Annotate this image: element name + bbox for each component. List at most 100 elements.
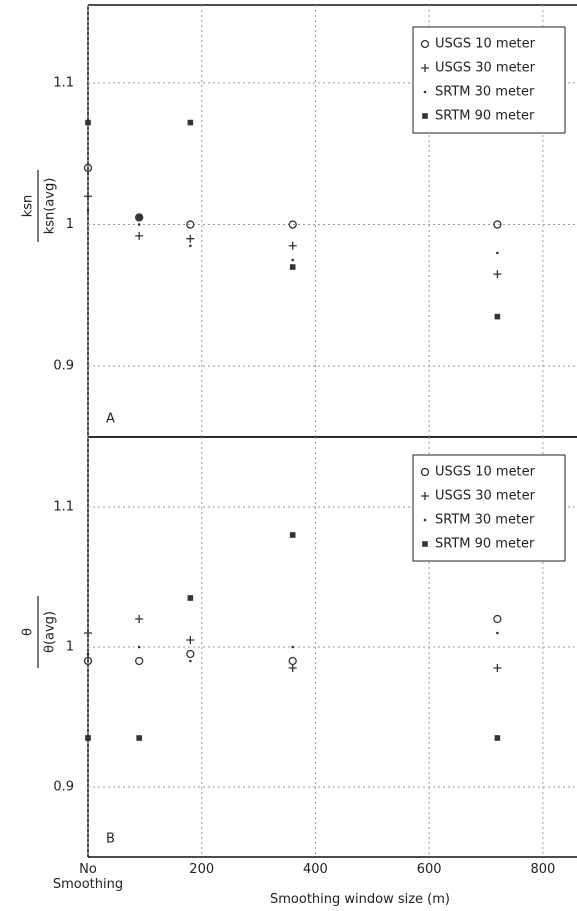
marker-shape: [138, 646, 141, 649]
panel-label: B: [106, 832, 115, 847]
marker-shape: [289, 658, 296, 665]
marker: [289, 242, 297, 250]
marker: [84, 629, 92, 637]
x-tick-label: 800: [503, 862, 577, 877]
x-tick-label: No Smoothing: [48, 862, 128, 892]
marker-shape: [422, 113, 428, 119]
marker: [496, 632, 499, 635]
x-axis-title: Smoothing window size (m): [230, 892, 490, 907]
marker: [136, 215, 142, 221]
marker: [290, 264, 296, 270]
marker-shape: [87, 209, 90, 212]
marker: [189, 660, 192, 663]
y-label-denominator: ksn(avg): [43, 178, 58, 235]
marker: [136, 658, 143, 665]
legend-label: SRTM 30 meter: [435, 513, 535, 528]
marker-shape: [87, 653, 90, 656]
marker-shape: [289, 664, 297, 672]
marker: [494, 616, 501, 623]
marker-shape: [186, 636, 194, 644]
marker: [189, 244, 192, 247]
marker-shape: [84, 192, 92, 200]
marker: [188, 120, 194, 126]
y-tick-label: 0.9: [53, 780, 74, 795]
y-label-numerator: θ: [21, 628, 36, 636]
y-tick-label: 1.1: [53, 500, 74, 515]
marker-shape: [496, 252, 499, 255]
marker-shape: [424, 519, 427, 522]
page: 0.9 1 1.1 Aksn ksn(avg) USGS 10 meter USGS 30 …: [0, 0, 577, 911]
marker: [135, 615, 143, 623]
marker: [85, 120, 91, 126]
legend-label: SRTM 90 meter: [435, 109, 535, 124]
marker: [188, 595, 194, 601]
marker: [493, 270, 501, 278]
y-label-denominator: θ(avg): [43, 611, 58, 653]
marker: [136, 735, 142, 741]
marker-shape: [496, 632, 499, 635]
y-axis-title: θ θ(avg): [21, 596, 58, 668]
x-tick-label: 400: [275, 862, 355, 877]
marker-shape: [186, 235, 194, 243]
marker-shape: [85, 735, 91, 741]
marker: [424, 519, 427, 522]
marker-shape: [187, 221, 194, 228]
marker: [290, 532, 296, 538]
marker-shape: [494, 616, 501, 623]
chart: 0.9 1 1.1 Aksn ksn(avg) USGS 10 meter USGS 30 …: [0, 0, 577, 911]
marker-shape: [136, 735, 142, 741]
marker-shape: [291, 646, 294, 649]
marker: [187, 221, 194, 228]
marker-shape: [85, 120, 91, 126]
marker: [424, 91, 427, 94]
marker-shape: [291, 259, 294, 262]
marker-shape: [289, 221, 296, 228]
marker: [422, 541, 428, 547]
marker-shape: [138, 223, 141, 226]
marker-shape: [424, 91, 427, 94]
marker-shape: [84, 629, 92, 637]
marker-shape: [493, 664, 501, 672]
marker: [422, 113, 428, 119]
legend-label: USGS 30 meter: [435, 61, 536, 76]
marker: [84, 192, 92, 200]
marker: [291, 646, 294, 649]
marker-shape: [290, 532, 296, 538]
marker-shape: [188, 120, 194, 126]
legend-label: SRTM 30 meter: [435, 85, 535, 100]
x-tick-label: 600: [389, 862, 469, 877]
marker: [493, 664, 501, 672]
marker: [496, 252, 499, 255]
marker: [85, 735, 91, 741]
y-axis-title: ksn ksn(avg): [21, 170, 58, 242]
marker: [289, 221, 296, 228]
y-tick-label: 1: [66, 640, 74, 655]
marker-shape: [189, 244, 192, 247]
y-tick-label: 1: [66, 217, 74, 232]
marker-shape: [189, 660, 192, 663]
marker: [495, 735, 501, 741]
marker-shape: [289, 242, 297, 250]
x-tick-label: 200: [162, 862, 242, 877]
marker-shape: [135, 615, 143, 623]
marker-shape: [136, 658, 143, 665]
y-tick-label: 1.1: [53, 75, 74, 90]
legend-label: SRTM 90 meter: [435, 537, 535, 552]
marker: [135, 232, 143, 240]
marker-shape: [493, 270, 501, 278]
y-tick-label: 0.9: [53, 359, 74, 374]
marker-shape: [135, 232, 143, 240]
marker-shape: [188, 595, 194, 601]
legend-label: USGS 10 meter: [435, 37, 536, 52]
y-label-numerator: ksn: [21, 195, 36, 218]
marker: [186, 235, 194, 243]
marker: [138, 223, 141, 226]
legend-label: USGS 30 meter: [435, 489, 536, 504]
marker: [138, 646, 141, 649]
marker-shape: [422, 541, 428, 547]
marker-shape: [136, 215, 142, 221]
panel-label: A: [106, 412, 115, 427]
marker: [291, 259, 294, 262]
marker: [495, 314, 501, 320]
marker-shape: [290, 264, 296, 270]
